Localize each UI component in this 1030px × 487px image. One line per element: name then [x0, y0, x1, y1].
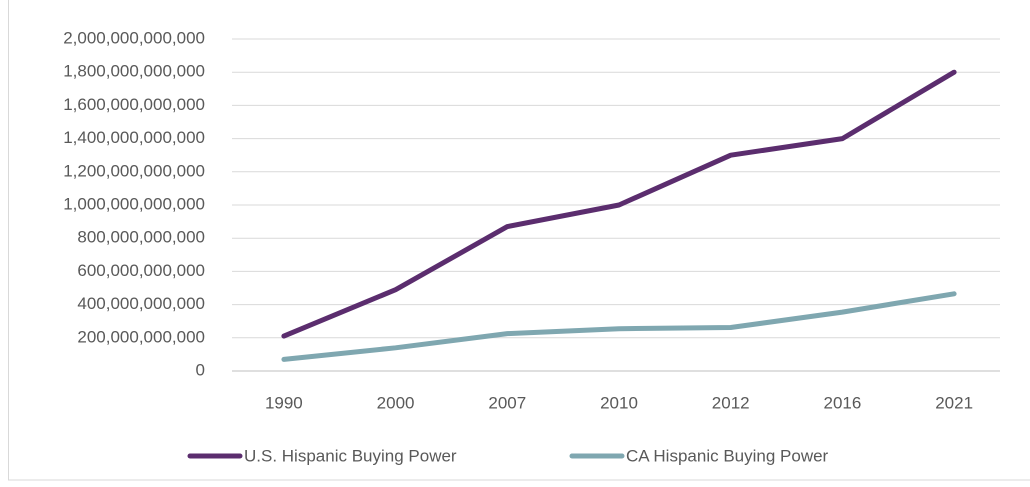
x-tick-label: 2016	[824, 393, 862, 412]
x-tick-label: 1990	[265, 393, 303, 412]
x-tick-label: 2010	[600, 393, 638, 412]
y-tick-label: 1,200,000,000,000	[63, 161, 205, 180]
y-tick-label: 400,000,000,000	[77, 294, 205, 313]
y-tick-label: 1,800,000,000,000	[63, 62, 205, 81]
y-tick-label: 200,000,000,000	[77, 327, 205, 346]
legend-label: CA Hispanic Buying Power	[626, 446, 829, 465]
series-line	[281, 69, 957, 339]
legend-label: U.S. Hispanic Buying Power	[244, 446, 457, 465]
x-tick-label: 2000	[377, 393, 415, 412]
y-tick-label: 1,000,000,000,000	[63, 194, 205, 213]
x-tick-label: 2007	[488, 393, 526, 412]
y-tick-label: 600,000,000,000	[77, 261, 205, 280]
x-tick-label: 2021	[935, 393, 973, 412]
y-tick-label: 1,600,000,000,000	[63, 95, 205, 114]
y-tick-label: 2,000,000,000,000	[63, 28, 205, 47]
chart-border	[8, 0, 1030, 481]
y-tick-label: 1,400,000,000,000	[63, 128, 205, 147]
y-tick-label: 800,000,000,000	[77, 228, 205, 247]
y-tick-label: 0	[196, 360, 205, 379]
series-line	[281, 291, 957, 362]
x-tick-label: 2012	[712, 393, 750, 412]
